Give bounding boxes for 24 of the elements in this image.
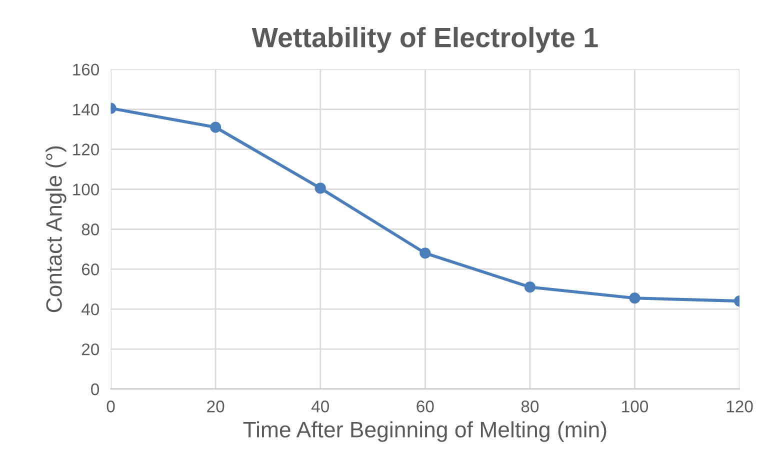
y-tick-label: 20 <box>82 343 100 356</box>
y-tick-label: 160 <box>73 64 100 76</box>
y-axis-title: Contact Angle (°) <box>46 146 66 312</box>
x-tick-label: 100 <box>622 400 648 412</box>
y-tick-label: 40 <box>82 303 100 316</box>
x-tick-label: 20 <box>207 400 224 412</box>
y-tick-label: 80 <box>82 224 100 236</box>
y-tick-label: 140 <box>73 104 100 116</box>
point <box>629 292 640 304</box>
point <box>314 182 326 194</box>
y-tick-label: 120 <box>73 144 100 156</box>
y-tick-label: 100 <box>73 184 100 196</box>
x-tick-label: 60 <box>416 400 434 412</box>
y-tick-label: 60 <box>82 264 100 276</box>
x-tick-label: 40 <box>311 400 329 412</box>
y-tick-label: 0 <box>91 383 100 396</box>
x-tick-label: 120 <box>726 400 753 412</box>
x-tick-label: 0 <box>106 400 115 412</box>
x-axis-title: Time After Beginning of Melting (min) <box>243 421 606 442</box>
point <box>420 248 431 259</box>
point <box>524 282 536 293</box>
chart-title: Wettability of Electrolyte 1 <box>252 26 598 53</box>
x-tick-label: 80 <box>521 400 539 412</box>
point <box>210 122 222 133</box>
